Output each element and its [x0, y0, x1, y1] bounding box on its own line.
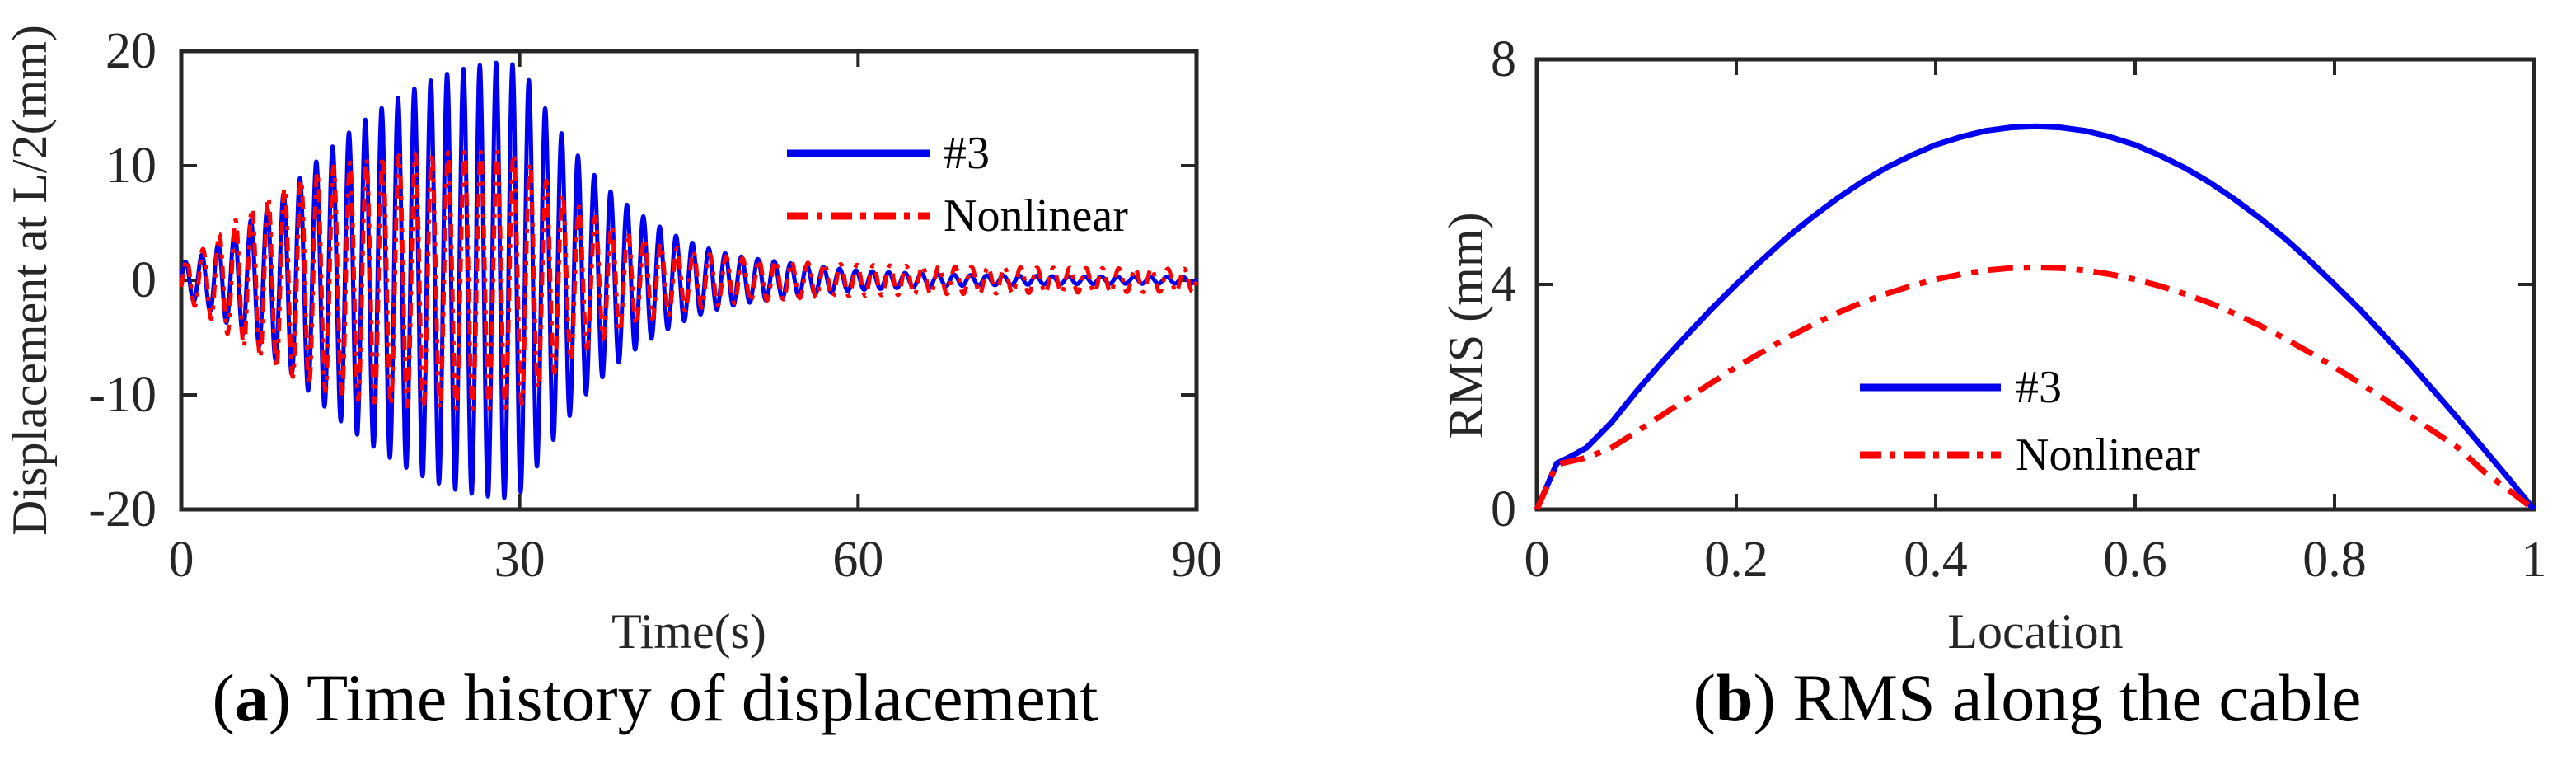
- caption-b-paren-close: ): [1753, 660, 1776, 735]
- caption-a-text: Time history of displacement: [291, 660, 1098, 735]
- caption-b-paren-open: (: [1693, 660, 1716, 735]
- caption-a-letter: a: [234, 660, 269, 735]
- panel-a-series-red-nonlinear-curve: [179, 149, 1199, 411]
- panel-b-x-tick-label: 0: [1524, 532, 1550, 588]
- caption-a-paren-open: (: [212, 660, 235, 735]
- panel-a-y-tick-label: 20: [105, 23, 157, 79]
- panel-b-legend-label-series3: #3: [2016, 362, 2062, 413]
- panel-b-y-axis-label: RMS (mm): [1439, 212, 1493, 439]
- panel-a-caption: (a) Time history of displacement: [212, 659, 1098, 737]
- panel-a-legend-label-series3: #3: [944, 128, 990, 179]
- panel-a-y-tick-label: -20: [88, 481, 157, 537]
- panel-a-x-tick-label: 0: [168, 532, 194, 588]
- panel-b-y-tick-label: 8: [1491, 31, 1516, 87]
- panel-b-x-axis-label: Location: [1947, 604, 2124, 659]
- panel-a-legend-label-nonlinear: Nonlinear: [944, 190, 1128, 242]
- panel-b-legend-label-nonlinear: Nonlinear: [2016, 429, 2200, 481]
- panel-a-y-axis-label: Displacement at L/2(mm): [2, 25, 57, 536]
- panel-a-x-tick-label: 60: [832, 532, 884, 588]
- panel-a-y-tick-label: -10: [88, 367, 157, 423]
- panel-a-x-tick-label: 30: [494, 532, 546, 588]
- panel-b-y-tick-label: 4: [1491, 256, 1516, 312]
- panel-b-x-tick-label: 0.6: [2103, 532, 2167, 588]
- caption-a-paren-close: ): [268, 660, 292, 735]
- panel-b-x-tick-label: 0.4: [1904, 532, 1968, 588]
- panel-a-y-tick-label: 0: [131, 252, 157, 308]
- panel-a-x-axis-label: Time(s): [611, 604, 766, 659]
- panel-b-x-tick-label: 0.8: [2302, 532, 2367, 588]
- panel-a-series-blue-3-curve: [179, 60, 1199, 500]
- panel-b-caption: (b) RMS along the cable: [1693, 659, 2362, 737]
- panel-b-series-blue-3-curve: [1534, 123, 2536, 512]
- panel-b-y-tick-label: 0: [1491, 481, 1516, 537]
- panel-b-x-tick-label: 0.2: [1704, 532, 1768, 588]
- panel-a-x-tick-label: 90: [1171, 532, 1222, 588]
- caption-b-text: RMS along the cable: [1775, 660, 2362, 735]
- caption-b-letter: b: [1715, 660, 1754, 735]
- panel-b-x-tick-label: 1: [2521, 532, 2547, 588]
- panel-a-y-tick-label: 10: [105, 138, 157, 194]
